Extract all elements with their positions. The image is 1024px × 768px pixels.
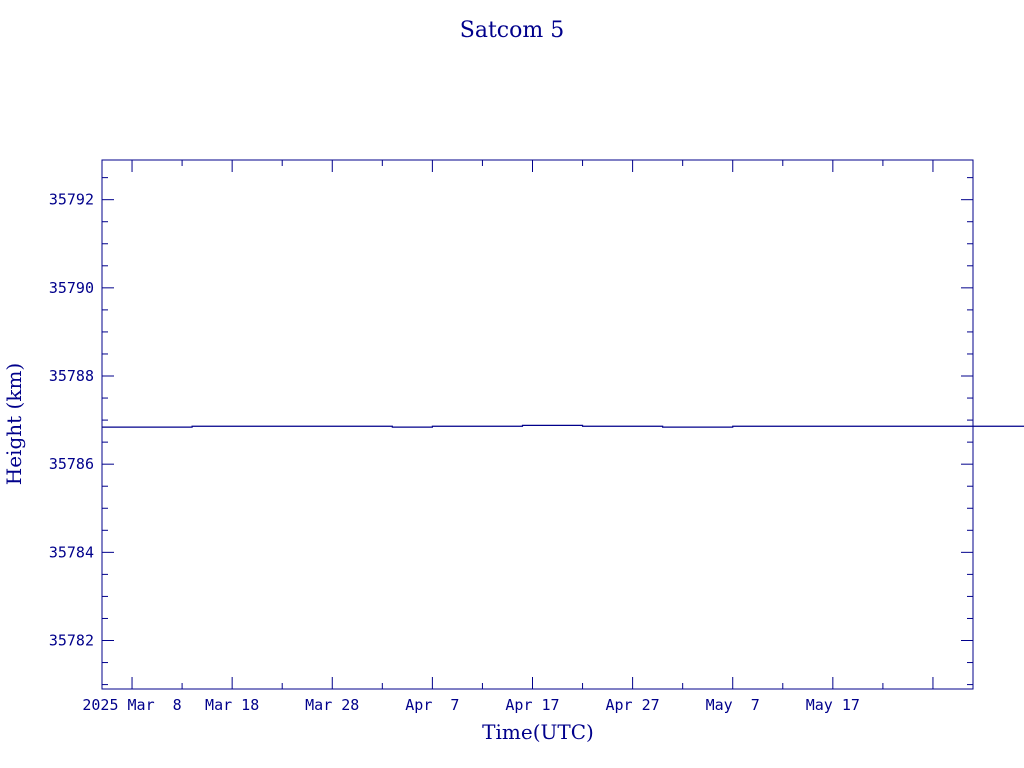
x-tick-label: Apr 17 (505, 696, 559, 714)
y-tick-label: 35790 (49, 279, 94, 297)
y-tick-label: 35784 (49, 543, 94, 561)
y-tick-label: 35782 (49, 632, 94, 650)
x-tick-label: May 7 (706, 696, 760, 714)
x-tick-label: Mar 18 (205, 696, 259, 714)
y-tick-label: 35786 (49, 455, 94, 473)
chart-title: Satcom 5 (460, 18, 564, 43)
axis-ticks (102, 160, 973, 689)
y-tick-label: 35788 (49, 367, 94, 385)
x-tick-labels: 2025 Mar 8 Mar 18 Mar 28 Apr 7 Apr 17 Apr 27 M… (82, 696, 860, 714)
y-tick-labels: 35782 35784 35786 35788 35790 35792 (49, 191, 94, 650)
x-tick-label: Apr 27 (606, 696, 660, 714)
y-axis-label: Height (km) (2, 363, 26, 485)
x-tick-label: 2025 Mar 8 (82, 696, 181, 714)
x-axis-label: Time(UTC) (482, 720, 594, 744)
plot-frame (101, 159, 974, 690)
x-tick-label: Mar 28 (305, 696, 359, 714)
series-line-height (102, 424, 1024, 428)
y-tick-label: 35792 (49, 191, 94, 209)
x-tick-label: May 17 (806, 696, 860, 714)
x-tick-label: Apr 7 (405, 696, 459, 714)
